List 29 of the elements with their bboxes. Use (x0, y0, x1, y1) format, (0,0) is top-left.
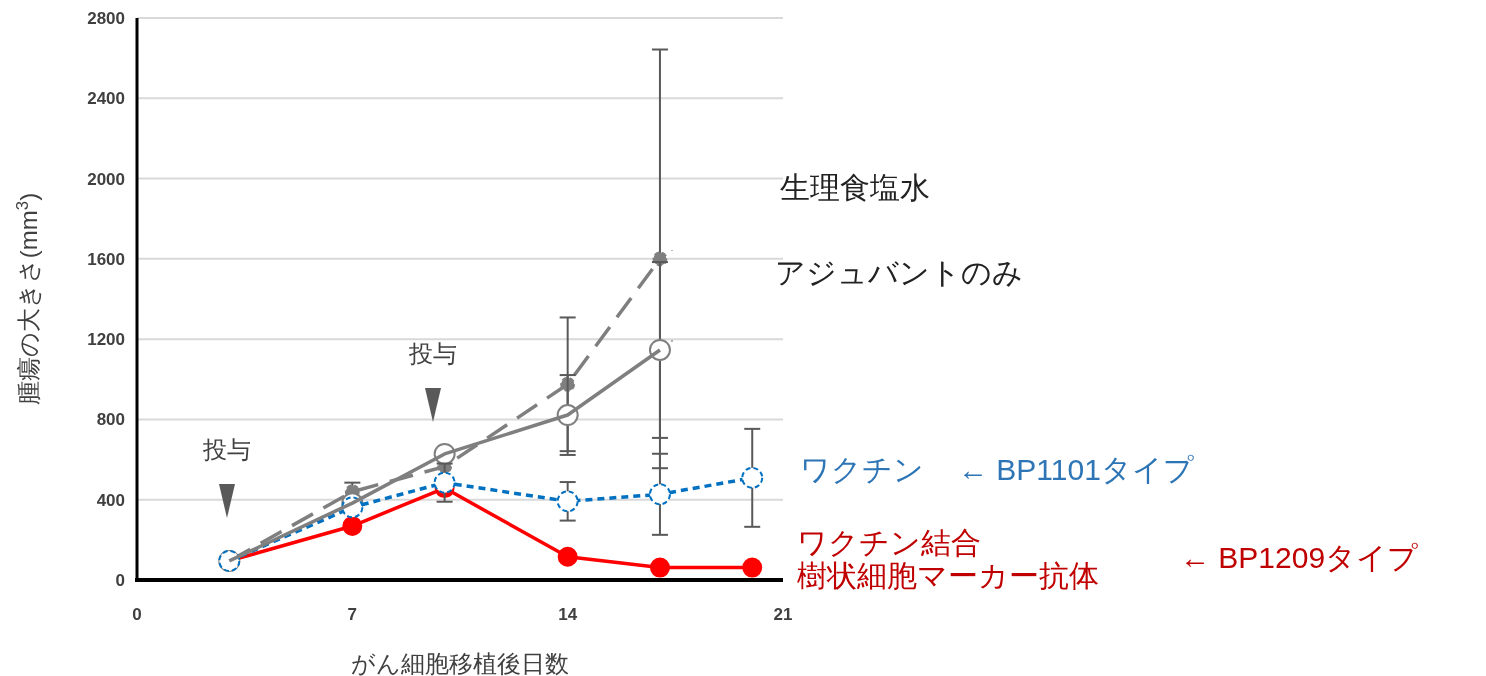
y-tick-label: 1200 (87, 330, 125, 350)
y-tick-label: 800 (96, 410, 125, 430)
x-tick-label: 7 (347, 605, 358, 624)
y-tick-label: 2800 (87, 9, 125, 28)
series-label: ワクチン (800, 453, 924, 486)
series-label: ワクチン結合樹状細胞マーカー抗体 (797, 526, 1099, 592)
point (742, 557, 763, 578)
point (741, 466, 764, 489)
annotation: 投与 (408, 340, 457, 367)
x-axis-title: がん細胞移植後日数 (351, 650, 569, 676)
text: アジュバントのみ (775, 256, 1023, 289)
point (649, 557, 670, 578)
point (433, 471, 456, 494)
y-tick-label: 400 (96, 490, 125, 510)
point (556, 490, 579, 513)
y-tick-label: 1600 (87, 249, 125, 269)
y-tick-label: 2400 (87, 89, 125, 109)
text: 生理食塩水 (780, 171, 930, 204)
y-tick-label: 2000 (87, 169, 125, 189)
y-tick-label: 0 (115, 571, 125, 590)
x-tick-label: 21 (773, 605, 793, 624)
point (342, 516, 363, 537)
text: ← BP1101タイプ (958, 453, 1194, 486)
point (557, 546, 578, 567)
x-tick-label: 0 (132, 605, 142, 624)
text: ← BP1209タイプ (1180, 541, 1419, 574)
annotation: 投与 (202, 436, 251, 463)
point (648, 483, 671, 506)
x-tick-label: 14 (558, 605, 578, 624)
